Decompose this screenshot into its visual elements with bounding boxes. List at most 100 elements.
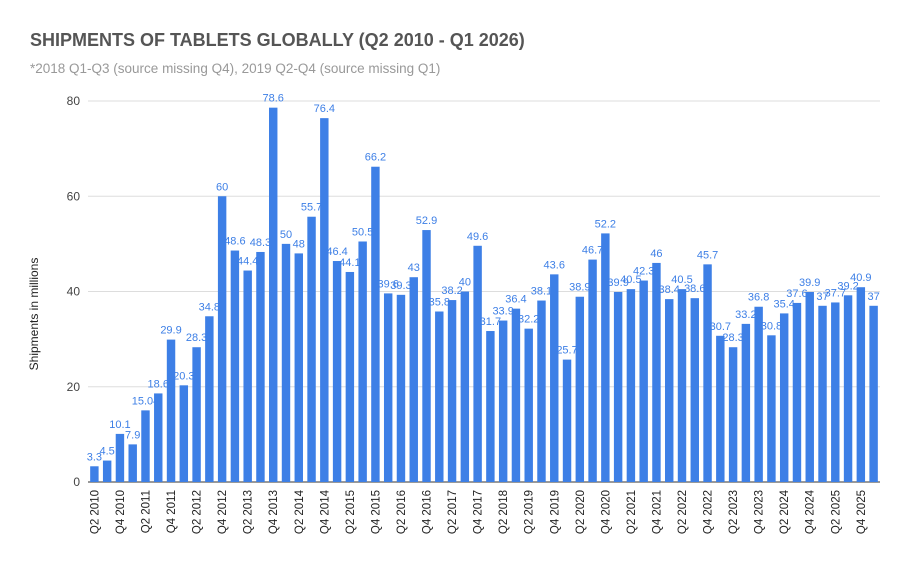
x-tick-label: Q4 2025 (856, 490, 868, 534)
bar (256, 251, 265, 482)
bar (166, 339, 176, 482)
value-label: 44.1 (339, 257, 360, 269)
x-tick-label: Q4 2023 (754, 490, 766, 534)
bar (588, 259, 597, 482)
value-label: 43 (408, 262, 420, 274)
value-label: 50.5 (352, 226, 373, 238)
value-label: 46.7 (582, 245, 603, 257)
bar (767, 335, 776, 482)
x-tick-label: Q4 2011 (166, 490, 178, 533)
value-label: 40 (459, 277, 471, 289)
x-tick-label: Q2 2014 (294, 489, 306, 534)
y-tick-label: 0 (73, 475, 80, 489)
value-label: 3.3 (87, 451, 102, 463)
value-label: 39.2 (837, 280, 858, 292)
x-tick-label: Q4 2015 (370, 490, 382, 534)
x-tick-label: Q4 2022 (703, 490, 715, 534)
value-label: 15.04 (132, 395, 160, 407)
bar (269, 107, 278, 482)
bar (728, 347, 738, 482)
x-tick-label: Q2 2016 (396, 490, 408, 534)
y-tick-label: 80 (67, 94, 81, 108)
x-tick-label: Q4 2020 (600, 490, 612, 534)
bar (741, 323, 751, 482)
x-tick-label: Q2 2019 (524, 490, 536, 534)
bar (294, 253, 303, 482)
value-label: 60 (216, 181, 228, 193)
y-axis-label: Shipments in millions (27, 258, 41, 371)
bar (703, 264, 712, 482)
bar (358, 241, 367, 482)
bar (562, 359, 572, 482)
value-label: 37 (867, 291, 879, 303)
x-tick-label: Q4 2021 (651, 490, 663, 534)
value-label: 25.7 (556, 345, 577, 357)
bar (498, 320, 508, 482)
value-label: 4.5 (100, 446, 115, 458)
x-tick-label: Q2 2022 (677, 490, 689, 534)
bar (435, 311, 444, 482)
bar (716, 335, 725, 482)
value-label: 29.9 (160, 325, 181, 337)
value-label: 10.1 (109, 419, 130, 431)
value-label: 37.7 (825, 287, 846, 299)
x-tick-label: Q4 2014 (319, 489, 331, 534)
value-label: 37 (816, 291, 828, 303)
x-tick-label: Q2 2023 (728, 490, 740, 534)
bar (690, 298, 699, 482)
bar (332, 261, 342, 482)
x-tick-label: Q2 2018 (498, 490, 510, 534)
value-label: 49.6 (467, 231, 488, 243)
bar (818, 305, 827, 482)
value-label: 36.8 (748, 292, 769, 304)
value-label: 20.3 (173, 370, 194, 382)
bar (115, 433, 125, 482)
x-tick-label: Q4 2016 (422, 490, 434, 534)
bar (524, 328, 533, 482)
value-label: 39.9 (799, 277, 820, 289)
value-label: 35.8 (429, 297, 450, 309)
bar (154, 393, 163, 482)
value-label: 48.3 (250, 237, 271, 249)
bar (128, 444, 137, 482)
value-label: 38.6 (684, 283, 705, 295)
value-label: 45.7 (697, 249, 718, 261)
bar (409, 277, 418, 482)
value-label: 30.8 (761, 320, 782, 332)
bar (550, 274, 559, 482)
x-tick-label: Q4 2019 (549, 490, 561, 534)
bar (652, 262, 661, 482)
x-tick-label: Q2 2015 (345, 490, 357, 534)
bar (141, 410, 150, 482)
bar (511, 308, 521, 482)
bar (843, 295, 853, 482)
bar (102, 460, 112, 482)
bar (869, 305, 878, 482)
value-label: 42.3 (633, 266, 654, 278)
value-label: 38.4 (659, 284, 680, 296)
bar (537, 300, 546, 482)
y-tick-label: 20 (67, 380, 81, 394)
bar (447, 300, 457, 482)
value-label: 35.4 (773, 298, 794, 310)
value-label: 76.4 (314, 103, 335, 115)
x-tick-label: Q4 2013 (268, 490, 280, 534)
value-label: 37.6 (786, 288, 807, 300)
bar (230, 250, 240, 482)
bar (792, 302, 802, 482)
x-tick-label: Q2 2025 (830, 490, 842, 534)
bar (665, 299, 674, 482)
value-label: 66.2 (365, 152, 386, 164)
x-tick-label: Q2 2021 (626, 490, 638, 534)
value-label: 52.2 (595, 218, 616, 230)
value-label: 43.6 (544, 259, 565, 271)
bar (575, 296, 585, 482)
value-label: 48 (293, 238, 305, 250)
y-tick-label: 60 (67, 189, 81, 203)
x-tick-label: Q4 2024 (805, 489, 817, 534)
bar (779, 313, 789, 482)
value-label: 34.8 (199, 301, 220, 313)
chart-subtitle: *2018 Q1-Q3 (source missing Q4), 2019 Q2… (30, 61, 440, 76)
bar (396, 294, 406, 482)
